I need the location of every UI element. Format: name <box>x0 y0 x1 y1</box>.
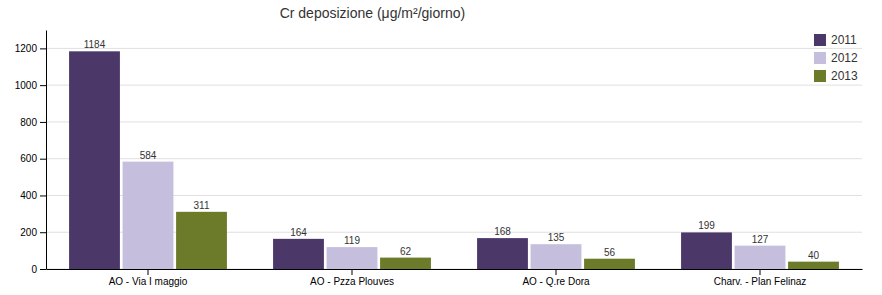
data-label: 127 <box>752 234 769 245</box>
x-tick-label: AO - Q.re Dora <box>522 276 590 287</box>
bars <box>69 51 839 269</box>
x-tick: Charv. - Plan Felinaz <box>714 269 807 287</box>
y-tick-label: 200 <box>20 227 37 238</box>
y-tick-label: 400 <box>20 190 37 201</box>
bar <box>69 51 120 269</box>
y-tick-label: 1000 <box>15 80 38 91</box>
legend-item: 2011 <box>814 33 857 47</box>
y-tick: 600 <box>20 153 46 164</box>
y-tick-mark <box>40 48 46 49</box>
y-tick: 1200 <box>15 43 46 54</box>
data-label: 168 <box>494 226 511 237</box>
x-axis: AO - Via I maggio AO - Pzza Plouves AO - Q… <box>47 269 863 287</box>
legend: 2011 2012 2013 <box>814 33 858 83</box>
y-tick-mark <box>40 159 46 160</box>
y-tick-label: 0 <box>31 264 37 275</box>
bar <box>531 244 582 269</box>
bar <box>273 239 324 269</box>
chart: 020040060080010001200AO - Via I maggioAO… <box>0 0 882 295</box>
bar <box>327 247 378 269</box>
y-tick-mark <box>40 195 46 196</box>
y-tick-label: 1200 <box>15 43 38 54</box>
grid-line <box>46 48 862 49</box>
data-label: 199 <box>698 220 715 231</box>
bar <box>176 212 227 269</box>
x-tick-mark <box>148 269 149 275</box>
x-tick-mark <box>556 269 557 275</box>
bar <box>681 232 732 269</box>
title: Cr deposizione (μg/m²/giorno) <box>280 5 465 21</box>
bar <box>477 238 528 269</box>
legend-item: 2013 <box>814 69 858 83</box>
x-tick-label: AO - Via I maggio <box>109 276 188 287</box>
x-tick-label: AO - Pzza Plouves <box>310 276 394 287</box>
y-axis-line <box>46 31 47 270</box>
legend-swatch <box>814 34 826 46</box>
bar <box>123 162 174 269</box>
data-label: 1184 <box>84 39 106 50</box>
y-tick-mark <box>40 85 46 86</box>
y-tick: 0 <box>31 264 46 275</box>
data-label: 311 <box>194 200 210 211</box>
data-label: 56 <box>604 247 616 258</box>
legend-label: 2013 <box>831 69 858 83</box>
y-tick-label: 800 <box>20 117 37 128</box>
x-tick: AO - Pzza Plouves <box>310 269 394 287</box>
x-tick-mark <box>760 269 761 275</box>
bar <box>788 262 839 269</box>
y-tick: 1000 <box>15 80 46 91</box>
legend-item: 2012 <box>814 51 858 65</box>
y-tick-label: 600 <box>20 153 37 164</box>
data-labels: 1184 164 168 199 584 119 135 127 311 62 56 40 <box>84 39 820 260</box>
x-tick-label: Charv. - Plan Felinaz <box>714 276 807 287</box>
legend-label: 2012 <box>831 51 858 65</box>
data-label: 164 <box>290 227 307 238</box>
bar <box>380 258 431 269</box>
y-tick: 200 <box>20 227 46 238</box>
data-label: 584 <box>140 150 157 161</box>
y-tick: 800 <box>20 117 46 128</box>
bar <box>735 246 786 269</box>
x-tick: AO - Via I maggio <box>109 269 188 287</box>
plot: 020040060080010001200AO - Via I maggioAO… <box>15 31 863 288</box>
y-axis: 0 200 400 600 800 1000 1200 <box>15 31 47 275</box>
grid-line <box>46 158 862 159</box>
bar <box>584 259 635 269</box>
legend-label: 2011 <box>831 33 857 47</box>
x-tick: AO - Q.re Dora <box>522 269 590 287</box>
y-tick-mark <box>40 269 46 270</box>
grid-line <box>46 121 862 122</box>
x-tick-mark <box>352 269 353 275</box>
x-axis-line <box>47 269 863 270</box>
data-label: 40 <box>808 250 820 261</box>
data-label: 135 <box>548 232 565 243</box>
grid-line <box>46 85 862 86</box>
grid <box>46 48 862 269</box>
legend-swatch <box>814 52 826 64</box>
y-tick: 400 <box>20 190 46 201</box>
legend-swatch <box>814 70 826 82</box>
data-label: 62 <box>400 246 412 257</box>
y-tick-mark <box>40 232 46 233</box>
data-label: 119 <box>344 235 360 246</box>
y-tick-mark <box>40 122 46 123</box>
